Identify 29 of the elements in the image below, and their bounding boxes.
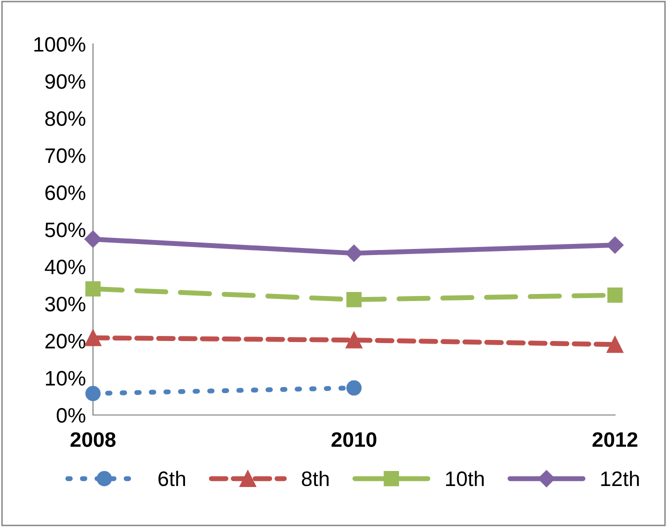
x-tick-label: 2010 bbox=[332, 432, 376, 447]
y-tick-label: 70% bbox=[45, 148, 86, 164]
legend-label: 10th bbox=[446, 470, 484, 486]
point bbox=[346, 332, 362, 348]
y-tick-label: 80% bbox=[45, 111, 86, 126]
legend-label: 6th bbox=[158, 470, 186, 486]
point bbox=[85, 281, 101, 296]
legend-label: 8th bbox=[302, 470, 329, 486]
point bbox=[84, 330, 102, 346]
point bbox=[84, 230, 102, 248]
point bbox=[606, 236, 624, 254]
y-tick-label: 100% bbox=[34, 37, 86, 52]
x-tick-label: 2008 bbox=[70, 432, 116, 447]
y-tick-label: 0% bbox=[56, 408, 86, 423]
legend-label: 12th bbox=[601, 470, 639, 486]
point bbox=[346, 380, 362, 396]
y-tick-label: 30% bbox=[45, 296, 86, 312]
point bbox=[607, 288, 623, 303]
y-tick-label: 60% bbox=[45, 185, 86, 200]
y-tick-label: 40% bbox=[44, 260, 86, 274]
point bbox=[606, 336, 624, 353]
y-tick-label: 10% bbox=[46, 370, 86, 386]
y-tick-label: 20% bbox=[45, 334, 86, 349]
point bbox=[85, 386, 101, 402]
point bbox=[345, 244, 363, 262]
y-tick-label: 90% bbox=[45, 74, 86, 89]
x-tick-label: 2012 bbox=[592, 432, 638, 447]
y-tick-label: 50% bbox=[45, 222, 86, 238]
point bbox=[346, 292, 362, 308]
